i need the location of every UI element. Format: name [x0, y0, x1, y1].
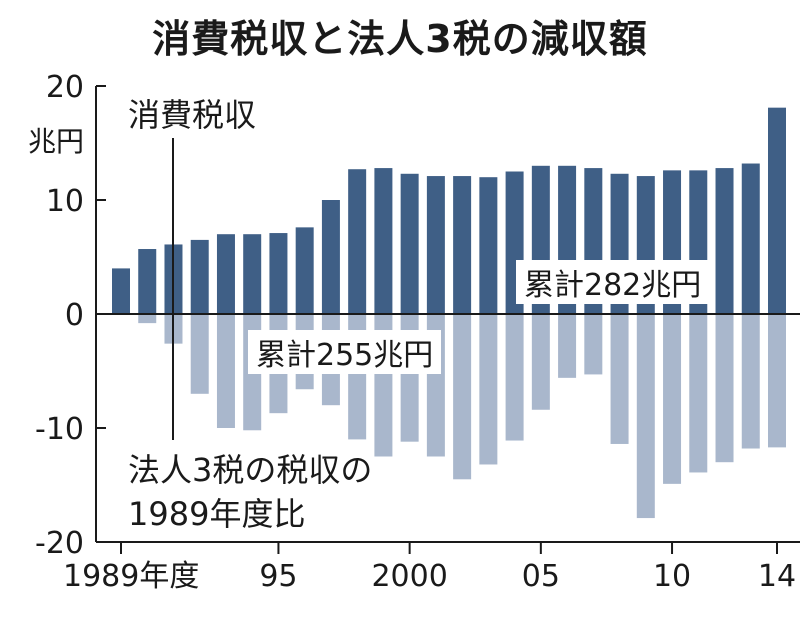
x-tick-label: 1989年度 — [63, 559, 199, 594]
y-tick-label: -20 — [35, 526, 84, 561]
bar-consumption-1997 — [321, 200, 340, 314]
bar-consumption-2000 — [400, 173, 419, 314]
x-tick-label: 10 — [653, 559, 691, 594]
bar-corporate-2004 — [505, 314, 524, 441]
bar-consumption-1996 — [295, 227, 314, 314]
bar-consumption-2012 — [715, 168, 734, 314]
consumption-total-label: 累計282兆円 — [516, 260, 710, 304]
y-tick-label: 20 — [46, 70, 84, 105]
bar-consumption-1995 — [269, 233, 288, 314]
bar-corporate-2012 — [715, 314, 734, 463]
bar-corporate-2010 — [663, 314, 682, 484]
y-tick-label: -10 — [35, 412, 84, 447]
corporate-total-label: 累計255兆円 — [248, 330, 442, 374]
y-tick-label: 10 — [46, 184, 84, 219]
x-ticks: 1989年度 95 2000 05 10 14 — [63, 542, 796, 594]
y-tick-label: 0 — [65, 298, 84, 333]
bar-consumption-2003 — [479, 177, 498, 314]
corporate-series-label: 法人3税の税収の1989年度比 — [128, 451, 373, 533]
bar-consumption-1994 — [243, 234, 262, 314]
bar-consumption-1992 — [190, 239, 209, 314]
bar-consumption-2002 — [453, 176, 472, 314]
bar-corporate-2003 — [479, 314, 498, 465]
bar-corporate-2014 — [768, 314, 786, 448]
y-unit-label: 兆円 — [28, 125, 85, 158]
bar-corporate-2008 — [610, 314, 629, 444]
chart-title: 消費税収と法人3税の減収額 — [152, 17, 648, 61]
bar-corporate-2006 — [558, 314, 577, 378]
bar-corporate-2002 — [453, 314, 472, 480]
bar-consumption-1989 — [112, 268, 130, 314]
x-tick-label: 14 — [758, 559, 796, 594]
bar-consumption-2001 — [426, 176, 445, 314]
x-tick-label: 2000 — [371, 559, 447, 594]
bar-corporate-2005 — [531, 314, 550, 410]
bar-corporate-2009 — [636, 314, 655, 519]
bar-corporate-2013 — [741, 314, 760, 449]
x-tick-label: 95 — [259, 559, 297, 594]
bar-consumption-2014 — [768, 107, 786, 314]
y-ticks: 20 10 0 -10 -20 — [35, 70, 106, 561]
bar-corporate-1990 — [138, 314, 157, 324]
bar-consumption-2013 — [741, 163, 760, 314]
consumption-series-label: 消費税収 — [128, 96, 257, 134]
bar-consumption-1990 — [138, 249, 157, 314]
bar-corporate-2007 — [584, 314, 603, 375]
bar-corporate-1992 — [190, 314, 209, 394]
bar-corporate-1993 — [216, 314, 235, 428]
bar-corporate-2011 — [689, 314, 708, 473]
bar-consumption-1998 — [348, 169, 367, 314]
bar-consumption-1999 — [374, 168, 393, 314]
x-tick-label: 05 — [522, 559, 560, 594]
bar-consumption-1993 — [216, 234, 235, 314]
